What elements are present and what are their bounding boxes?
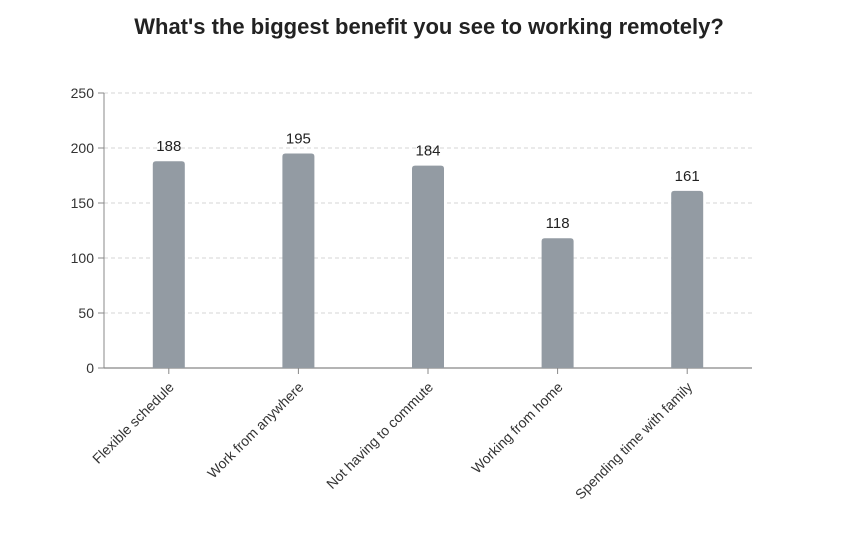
y-tick-label-0: 0 xyxy=(86,360,94,376)
y-tick-label-250: 250 xyxy=(71,85,95,101)
chart-title: What's the biggest benefit you see to wo… xyxy=(134,14,724,39)
bar-2[interactable] xyxy=(282,153,315,369)
data-label-4: 118 xyxy=(546,215,570,232)
bar-4[interactable] xyxy=(541,238,574,368)
data-label-2: 195 xyxy=(286,131,311,148)
y-tick-label-50: 50 xyxy=(78,305,94,321)
data-label-3: 184 xyxy=(415,143,440,160)
x-tick-label-1: Flexible schedule xyxy=(89,379,177,467)
x-tick-label-2: Work from anywhere xyxy=(204,379,307,482)
bar-3[interactable] xyxy=(412,165,444,368)
y-tick-label-200: 200 xyxy=(71,140,95,156)
y-tick-label-150: 150 xyxy=(71,195,95,211)
x-tick-label-5: Spending time with family xyxy=(572,379,696,503)
x-tick-label-4: Working from home xyxy=(468,379,566,477)
data-label-5: 161 xyxy=(675,168,700,185)
y-tick-label-100: 100 xyxy=(71,250,95,266)
bar-layer xyxy=(152,153,704,369)
bar-1[interactable] xyxy=(152,161,185,368)
bar-5[interactable] xyxy=(671,190,704,368)
x-tick-label-3: Not having to commute xyxy=(323,379,436,492)
data-label-1: 188 xyxy=(156,138,181,155)
